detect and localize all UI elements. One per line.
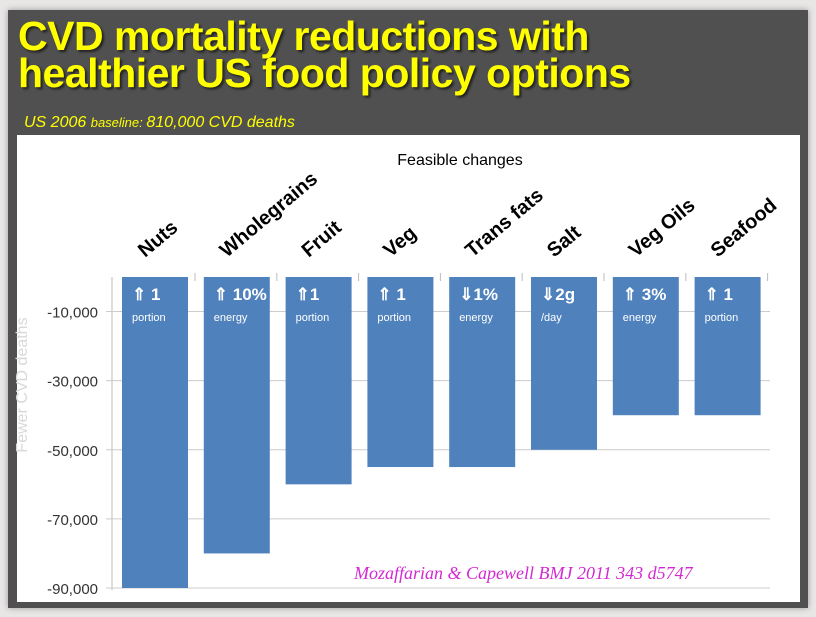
category-label: Nuts [134, 216, 182, 261]
bar-change-label: ⇓1% [459, 285, 498, 304]
subtitle-count: 810,000 [146, 114, 209, 131]
category-label: Veg [379, 222, 420, 262]
y-tick-label: -70,000 [47, 512, 98, 529]
y-tick-label: -30,000 [47, 374, 98, 391]
category-label: Seafood [707, 194, 782, 262]
citation: Mozaffarian & Capewell BMJ 2011 343 d574… [354, 563, 693, 583]
category-label: Veg Oils [625, 194, 700, 262]
bar-salt [531, 277, 597, 450]
subtitle-year: US 2006 [24, 114, 91, 131]
bar-change-label: ⇑ 1 [132, 285, 160, 304]
category-label: Fruit [298, 216, 346, 262]
bar-change-label: ⇑ 1 [377, 285, 405, 304]
bar-seafood [694, 277, 761, 416]
bar-nuts [122, 277, 188, 588]
subtitle-unit: CVD deaths [208, 114, 295, 131]
bar-unit-label: portion [132, 312, 166, 324]
bar-unit-label: portion [705, 312, 739, 324]
chart-title: Feasible changes [397, 152, 522, 169]
bar-change-label: ⇑ 1 [705, 285, 733, 304]
subtitle: US 2006 baseline: 810,000 CVD deaths [24, 114, 295, 132]
bar-fruit [285, 277, 352, 485]
bar-unit-label: /day [541, 312, 562, 324]
bar-unit-label: portion [296, 312, 330, 324]
y-tick-label: -90,000 [47, 581, 98, 598]
bar-change-label: ⇓2g [541, 285, 575, 304]
bar-unit-label: energy [214, 312, 248, 324]
category-label: Trans fats [461, 184, 548, 262]
bar-wholegrains [203, 277, 270, 554]
bar-veg-oils [612, 277, 679, 416]
bar-change-label: ⇑ 10% [214, 285, 267, 304]
bar-unit-label: portion [377, 312, 411, 324]
bar-trans-fats [449, 277, 516, 468]
y-tick-label: -10,000 [47, 305, 98, 322]
slide-title: CVD mortality reductions with healthier U… [18, 13, 631, 96]
subtitle-baseline: baseline: [90, 115, 147, 130]
bar-change-label: ⇑1 [296, 285, 320, 304]
title-line-2: healthier US food policy options [18, 50, 631, 96]
y-tick-label: -50,000 [47, 443, 98, 460]
y-axis-label: Fewer CVD deaths [14, 317, 31, 452]
category-label: Salt [543, 221, 585, 262]
bar-change-label: ⇑ 3% [623, 285, 667, 304]
bar-unit-label: energy [623, 312, 657, 324]
bar-veg [367, 277, 434, 468]
title-line-1: CVD mortality reductions with [18, 13, 589, 59]
bar-unit-label: energy [459, 312, 493, 324]
